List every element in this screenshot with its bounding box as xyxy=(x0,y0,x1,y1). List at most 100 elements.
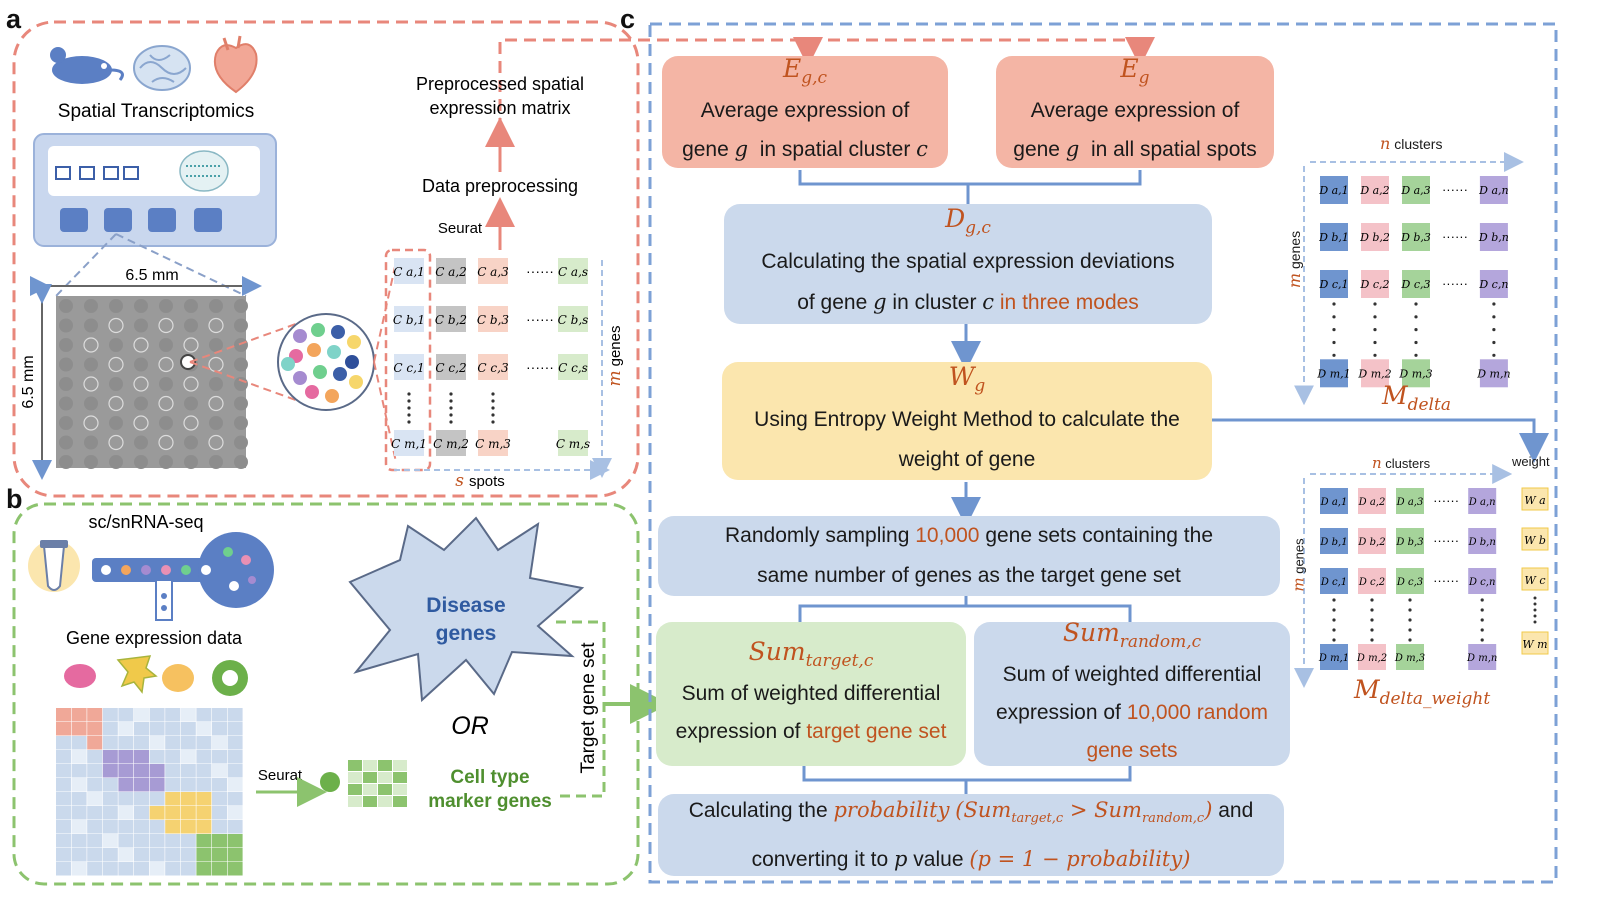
heatmap-cell xyxy=(56,736,71,750)
heatmap-cell xyxy=(165,834,181,848)
cell-dot xyxy=(331,325,345,339)
spots-axis-label: s spots xyxy=(455,471,505,491)
heatmap-cell xyxy=(227,792,243,806)
heatmap-cell xyxy=(212,764,227,778)
dgc-box: Dg,c Calculating the spatial expression … xyxy=(724,204,1212,324)
ellipsis: ······ xyxy=(526,263,554,279)
deviation-cell xyxy=(1320,270,1348,298)
matrix-cell xyxy=(478,258,508,284)
heatmap-cell xyxy=(165,848,181,862)
weight-cell xyxy=(1521,567,1549,591)
matrix-cell xyxy=(478,430,508,456)
heatmap-cell xyxy=(227,834,243,848)
deviation-cell-label: D b,2 xyxy=(1359,231,1390,244)
matrix-cell-label: C c,s xyxy=(558,361,588,375)
final-box: Calculating the probability (Sumtarget,c… xyxy=(658,794,1284,876)
heatmap-cell xyxy=(102,722,118,736)
heatmap-cell xyxy=(102,778,118,792)
mini-heat-cell xyxy=(348,784,362,795)
heatmap-cell xyxy=(134,820,149,834)
heatmap-cell xyxy=(87,806,103,820)
weight-cell xyxy=(1521,487,1549,511)
heatmap-cell xyxy=(149,862,165,876)
heatmap-cell xyxy=(165,862,181,876)
heatmap-cell xyxy=(56,848,71,862)
heatmap-cell xyxy=(180,778,196,792)
spot xyxy=(208,317,224,334)
heatmap-cell xyxy=(165,764,181,778)
deviation-cell xyxy=(1320,359,1348,388)
spot xyxy=(59,455,73,469)
matrix-cell xyxy=(436,306,466,332)
dot xyxy=(449,420,453,424)
heatmap-cell xyxy=(87,736,103,750)
heatmap-cell xyxy=(227,708,243,722)
mini-heat-cell xyxy=(393,796,407,807)
heatmap-cell xyxy=(212,820,227,834)
matrix-cell-label: C c,3 xyxy=(477,361,509,375)
mweight-label: Mdelta_weight xyxy=(1354,675,1491,710)
heatmap-cell xyxy=(71,834,87,848)
dot xyxy=(1533,602,1537,606)
heatmap-cell xyxy=(165,708,181,722)
dot xyxy=(1332,608,1336,612)
dot xyxy=(1332,353,1336,357)
heart-icon xyxy=(214,35,258,94)
heatmap-cell xyxy=(118,820,134,834)
heatmap-cell xyxy=(180,722,196,736)
dot xyxy=(1414,340,1418,345)
spot xyxy=(83,376,99,392)
spot xyxy=(183,337,199,353)
deviation-cell-label: D m,n xyxy=(1466,653,1497,664)
heatmap-cell xyxy=(118,806,134,820)
ellipsis: ······ xyxy=(1433,573,1459,588)
deviation-cell xyxy=(1361,176,1389,204)
spot xyxy=(84,396,98,411)
preprocessing-label: Data preprocessing xyxy=(422,176,578,196)
heatmap-cell xyxy=(87,862,103,876)
matrix-cell-label: C a,s xyxy=(558,265,588,279)
cell-dot xyxy=(281,357,295,371)
heatmap-cell xyxy=(87,778,103,792)
deviation-cell-label: D m,2 xyxy=(1356,653,1387,664)
deviation-cell-label: D b,1 xyxy=(1319,537,1347,548)
deviation-cell-label: D b,3 xyxy=(1400,231,1431,244)
heatmap-cell xyxy=(149,778,165,792)
disease-line-1: Disease xyxy=(426,594,505,617)
heatmap-cell xyxy=(134,806,149,820)
spot xyxy=(109,377,123,391)
matrix-cell xyxy=(558,306,588,332)
spot xyxy=(109,338,123,352)
spot xyxy=(209,338,223,352)
deviation-cell xyxy=(1479,270,1508,298)
heatmap-cell xyxy=(87,792,103,806)
deviation-cell-label: D a,3 xyxy=(1400,184,1430,197)
deviation-cell-label: D m,2 xyxy=(1357,367,1391,380)
spot xyxy=(59,318,73,333)
heatmap-cell xyxy=(71,848,87,862)
spot xyxy=(209,299,223,313)
ellipsis: ······ xyxy=(1442,229,1468,244)
deviation-cell xyxy=(1479,176,1508,204)
spot xyxy=(134,299,148,313)
heatmap-cell xyxy=(196,820,212,834)
marker-line-2: marker genes xyxy=(428,791,552,812)
deviation-cell xyxy=(1468,528,1497,554)
tissue-section-icon xyxy=(179,150,229,192)
heatmap-cell xyxy=(134,778,149,792)
dot xyxy=(1480,618,1484,622)
deviation-cell-label: D m,1 xyxy=(1316,367,1350,380)
heatmap-cell xyxy=(102,834,118,848)
spot xyxy=(158,356,174,373)
matrix-cell-label: C m,2 xyxy=(433,437,469,451)
heatmap-cell xyxy=(134,862,149,876)
mini-heat-cell xyxy=(363,772,377,783)
deviation-cell-label: D b,n xyxy=(1468,537,1496,548)
spot xyxy=(183,376,199,392)
heatmap-cell xyxy=(56,820,71,834)
heatmap-cell xyxy=(227,806,243,820)
deviation-cell-label: D c,3 xyxy=(1396,577,1423,588)
dot xyxy=(1332,340,1336,345)
deviation-cell xyxy=(1320,568,1348,594)
heatmap-cell xyxy=(180,862,196,876)
